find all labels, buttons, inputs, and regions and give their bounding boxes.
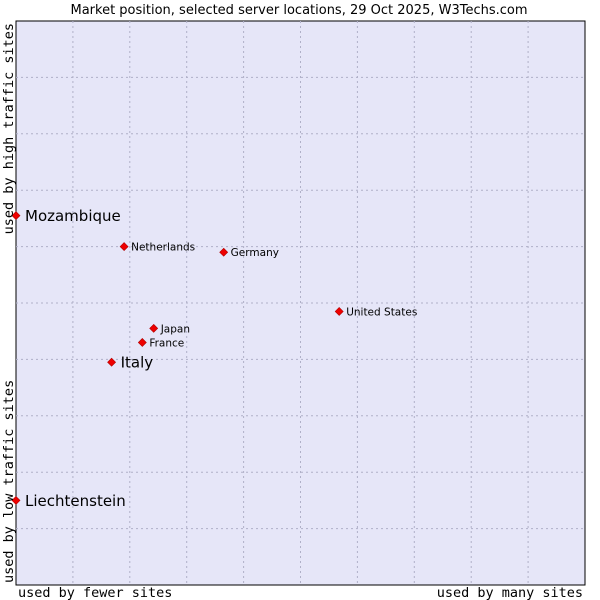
chart-title: Market position, selected server locatio… [70,3,527,18]
point-marker-liechtenstein [11,495,21,505]
point-marker-italy [107,357,117,367]
point-label-liechtenstein: Liechtenstein [25,492,126,510]
point-marker-france [137,338,147,347]
grid-lines [16,21,585,585]
point-marker-japan [149,323,159,333]
point-label-germany: Germany [231,247,279,259]
point-label-netherlands: Netherlands [131,242,195,254]
point-marker-united-states [334,307,344,316]
point-label-japan: Japan [160,323,190,335]
point-marker-netherlands [119,242,129,252]
point-marker-germany [219,247,229,257]
point-label-united-states: United States [346,306,417,318]
x-axis-label-right: used by many sites [437,585,583,600]
data-points: Mozambique Netherlands Germany United State… [11,207,417,510]
point-label-italy: Italy [121,354,154,372]
point-label-france: France [149,337,184,349]
point-marker-mozambique [11,211,21,221]
x-axis-label-left: used by fewer sites [18,585,172,600]
y-axis-label-bottom: used by low traffic sites [1,380,17,583]
y-axis-label-top: used by high traffic sites [1,23,17,234]
point-label-mozambique: Mozambique [25,207,121,225]
